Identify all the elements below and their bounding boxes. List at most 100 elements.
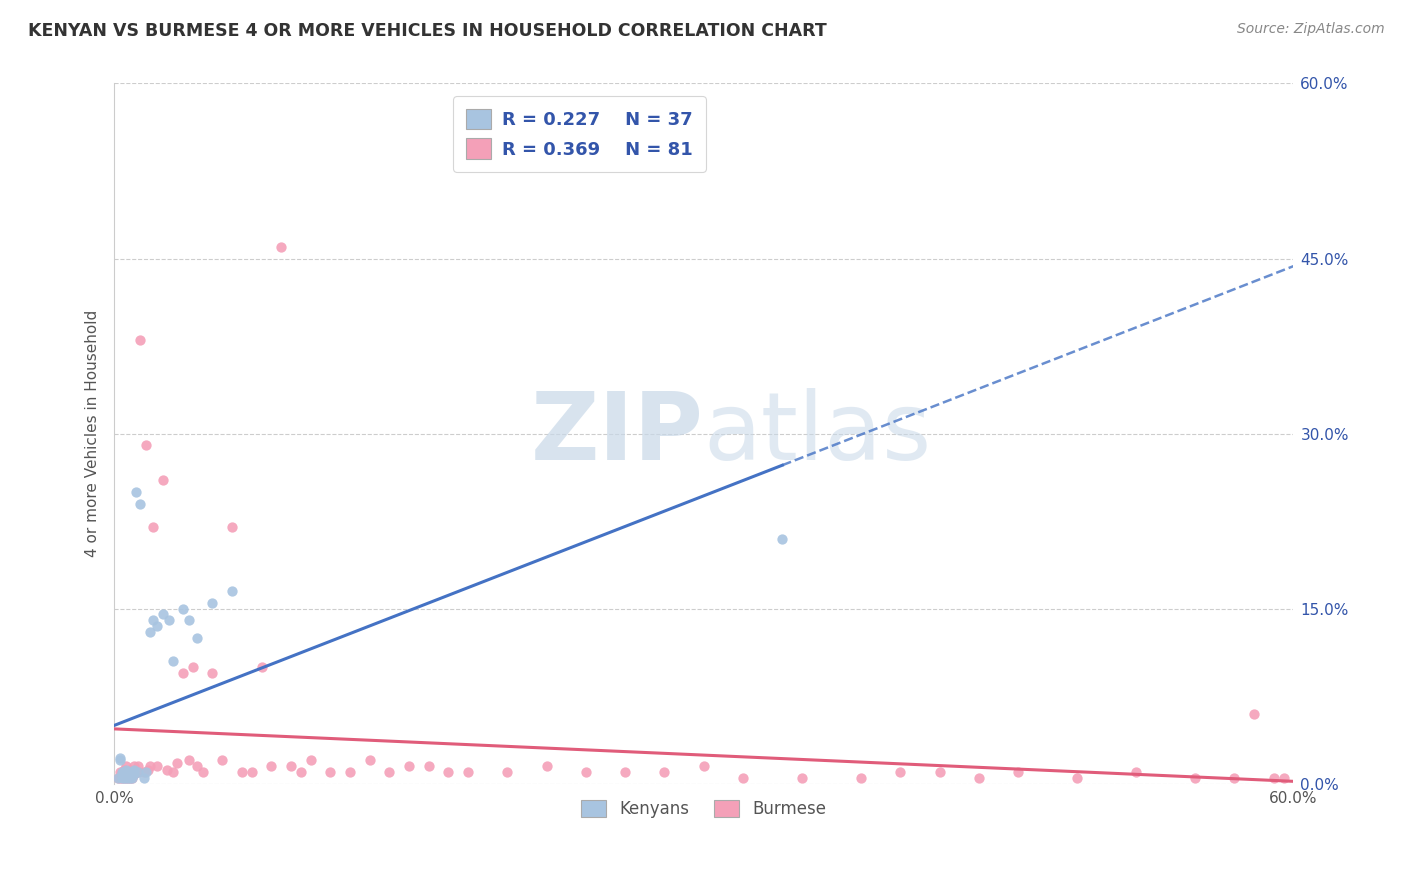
Point <box>122 763 145 777</box>
Point <box>136 763 159 777</box>
Point <box>928 765 950 780</box>
Point <box>127 765 149 780</box>
Point <box>146 759 169 773</box>
Point <box>128 333 150 347</box>
Point <box>127 765 149 780</box>
Point <box>128 497 150 511</box>
Point <box>115 771 138 785</box>
Text: KENYAN VS BURMESE 4 OR MORE VEHICLES IN HOUSEHOLD CORRELATION CHART: KENYAN VS BURMESE 4 OR MORE VEHICLES IN … <box>28 22 827 40</box>
Point <box>118 771 141 785</box>
Point <box>112 771 135 785</box>
Point <box>108 751 131 765</box>
Point <box>112 765 135 780</box>
Point <box>111 765 134 780</box>
Point <box>138 759 160 773</box>
Point <box>142 520 165 534</box>
Point <box>117 771 139 785</box>
Point <box>107 771 129 785</box>
Point <box>112 765 135 780</box>
Point <box>122 759 145 773</box>
Point <box>162 765 184 780</box>
Point <box>132 765 155 780</box>
Point <box>280 759 302 773</box>
Point <box>186 631 208 645</box>
Point <box>125 485 148 500</box>
Point <box>290 765 312 780</box>
Point <box>108 765 131 780</box>
Point <box>437 765 460 780</box>
Point <box>132 771 155 785</box>
Point <box>770 532 793 546</box>
Point <box>125 765 148 780</box>
Point <box>127 759 149 773</box>
Point <box>157 613 180 627</box>
Text: Source: ZipAtlas.com: Source: ZipAtlas.com <box>1237 22 1385 37</box>
Point <box>138 625 160 640</box>
Point <box>121 765 143 780</box>
Point <box>135 765 157 780</box>
Point <box>115 767 138 781</box>
Y-axis label: 4 or more Vehicles in Household: 4 or more Vehicles in Household <box>86 310 100 558</box>
Point <box>1184 771 1206 785</box>
Text: ZIP: ZIP <box>531 388 704 480</box>
Point <box>1125 765 1147 780</box>
Point <box>142 613 165 627</box>
Point <box>117 765 139 780</box>
Point <box>118 763 141 777</box>
Point <box>1272 771 1295 785</box>
Point <box>118 767 141 781</box>
Point <box>122 767 145 781</box>
Point <box>111 765 134 780</box>
Point <box>240 765 263 780</box>
Point <box>211 753 233 767</box>
Point <box>115 759 138 773</box>
Point <box>111 771 134 785</box>
Point <box>121 771 143 785</box>
Point <box>1223 771 1246 785</box>
Point <box>122 765 145 780</box>
Point <box>152 607 174 622</box>
Point <box>398 759 420 773</box>
Point <box>1243 706 1265 721</box>
Point <box>221 520 243 534</box>
Point <box>1263 771 1285 785</box>
Point <box>115 771 138 785</box>
Point <box>790 771 813 785</box>
Point <box>457 765 479 780</box>
Point <box>186 759 208 773</box>
Point <box>201 596 224 610</box>
Point <box>146 619 169 633</box>
Point <box>270 240 292 254</box>
Point <box>496 765 519 780</box>
Point <box>117 771 139 785</box>
Point <box>118 767 141 781</box>
Point <box>181 660 204 674</box>
Point <box>162 654 184 668</box>
Point <box>112 767 135 781</box>
Point <box>112 763 135 777</box>
Point <box>107 771 129 785</box>
Point <box>733 771 755 785</box>
Point <box>118 771 141 785</box>
Point <box>166 756 188 770</box>
Point <box>889 765 911 780</box>
Text: atlas: atlas <box>704 388 932 480</box>
Point <box>575 765 598 780</box>
Point <box>191 765 214 780</box>
Point <box>536 759 558 773</box>
Point <box>1066 771 1088 785</box>
Point <box>1007 765 1029 780</box>
Point <box>201 665 224 680</box>
Point <box>117 765 139 780</box>
Point <box>108 771 131 785</box>
Point <box>177 613 200 627</box>
Point <box>122 767 145 781</box>
Point <box>111 771 134 785</box>
Point <box>121 771 143 785</box>
Point <box>299 753 322 767</box>
Point <box>849 771 872 785</box>
Point <box>221 584 243 599</box>
Point <box>418 759 440 773</box>
Point <box>614 765 637 780</box>
Point <box>172 601 194 615</box>
